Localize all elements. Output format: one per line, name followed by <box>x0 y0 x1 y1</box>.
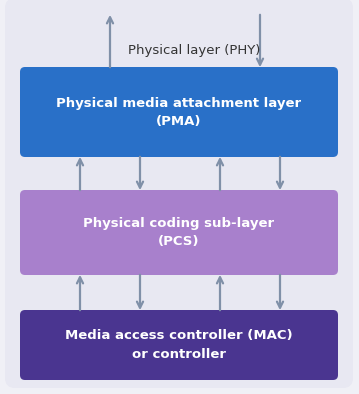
FancyBboxPatch shape <box>20 310 338 380</box>
FancyBboxPatch shape <box>20 190 338 275</box>
FancyBboxPatch shape <box>5 0 353 388</box>
Text: Physical layer (PHY): Physical layer (PHY) <box>128 43 260 56</box>
Text: Physical coding sub-layer: Physical coding sub-layer <box>83 217 275 230</box>
Text: (PCS): (PCS) <box>158 235 200 248</box>
Text: Media access controller (MAC): Media access controller (MAC) <box>65 329 293 342</box>
Text: (PMA): (PMA) <box>156 115 202 128</box>
Text: or controller: or controller <box>132 348 226 361</box>
FancyBboxPatch shape <box>20 67 338 157</box>
Text: Physical media attachment layer: Physical media attachment layer <box>56 97 302 110</box>
